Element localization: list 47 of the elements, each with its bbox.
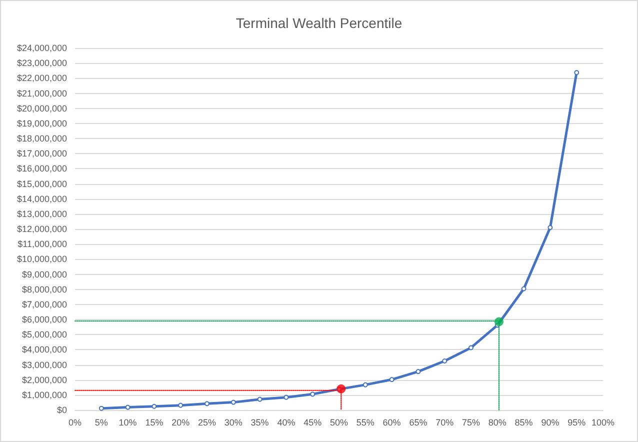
x-tick-label: 85%	[514, 418, 533, 428]
x-tick-label: 60%	[382, 418, 401, 428]
x-tick-label: 25%	[198, 418, 216, 428]
y-tick-label: $10,000,000	[16, 254, 67, 264]
x-tick-label: 30%	[224, 418, 242, 428]
y-tick-label: $15,000,000	[16, 178, 67, 189]
x-tick-label: 35%	[250, 418, 269, 428]
y-tick-label: $3,000,000	[22, 360, 67, 370]
y-tick-label: $5,000,000	[22, 330, 67, 340]
y-tick-label: $13,000,000	[16, 208, 67, 219]
x-tick-label: 50%	[330, 418, 348, 428]
y-tick-label: $7,000,000	[22, 299, 67, 310]
x-tick-label: 10%	[118, 418, 137, 428]
x-tick-label: 15%	[145, 418, 164, 428]
x-tick-label: 70%	[436, 418, 454, 428]
y-tick-label: $20,000,000	[16, 103, 67, 114]
y-tick-label: $1,000,000	[22, 390, 67, 400]
x-tick-label: 100%	[591, 418, 615, 428]
x-tick-label: 40%	[277, 418, 296, 428]
x-tick-label: 45%	[304, 418, 322, 428]
x-tick-label: 55%	[356, 418, 374, 428]
x-tick-label: 90%	[541, 418, 560, 428]
x-tick-label: 5%	[94, 418, 108, 428]
x-tick-label: 75%	[462, 418, 480, 428]
x-tick-label: 95%	[568, 418, 586, 428]
chart-title: Terminal Wealth Percentile	[236, 15, 402, 31]
y-tick-label: $8,000,000	[22, 284, 67, 294]
y-tick-label: $6,000,000	[22, 314, 67, 324]
y-tick-label: $16,000,000	[16, 164, 67, 174]
y-tick-label: $17,000,000	[16, 148, 67, 159]
y-tick-label: $23,000,000	[16, 58, 67, 68]
x-tick-label: 65%	[409, 418, 428, 428]
x-tick-label: 80%	[488, 418, 506, 428]
y-tick-label: $9,000,000	[22, 269, 67, 280]
y-tick-label: $18,000,000	[16, 134, 67, 144]
y-tick-label: $24,000,000	[16, 43, 67, 53]
y-tick-label: $19,000,000	[16, 118, 67, 128]
y-tick-label: $21,000,000	[16, 88, 67, 98]
y-tick-label: $12,000,000	[16, 224, 67, 234]
y-tick-label: $22,000,000	[16, 73, 67, 84]
y-tick-label: $0	[56, 405, 67, 415]
y-tick-label: $14,000,000	[16, 194, 67, 204]
y-tick-label: $11,000,000	[18, 239, 67, 250]
x-tick-label: 0%	[68, 418, 82, 428]
y-tick-label: $4,000,000	[22, 344, 67, 355]
x-tick-label: 20%	[172, 418, 190, 428]
y-tick-label: $2,000,000	[22, 374, 67, 385]
